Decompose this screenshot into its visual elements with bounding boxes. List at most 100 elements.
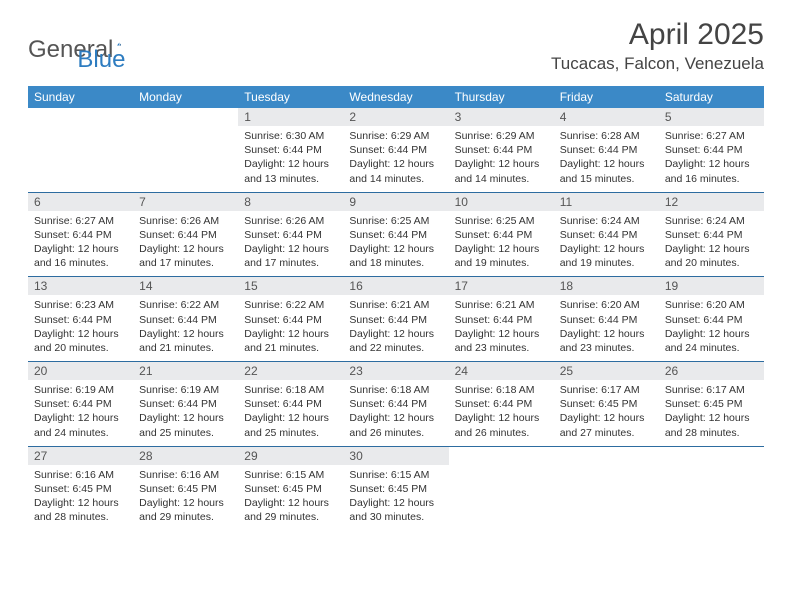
- day-detail-line: and 22 minutes.: [349, 341, 442, 355]
- day-detail-line: Sunset: 6:44 PM: [665, 228, 758, 242]
- day-detail-line: and 19 minutes.: [560, 256, 653, 270]
- day-detail-line: Daylight: 12 hours: [560, 411, 653, 425]
- day-detail-line: and 26 minutes.: [349, 426, 442, 440]
- day-detail-line: Sunset: 6:44 PM: [455, 313, 548, 327]
- day-detail-line: Daylight: 12 hours: [349, 242, 442, 256]
- day-number: 6: [28, 193, 133, 211]
- day-detail-line: and 15 minutes.: [560, 172, 653, 186]
- day-number: 9: [343, 193, 448, 211]
- calendar-cell: 24Sunrise: 6:18 AMSunset: 6:44 PMDayligh…: [449, 362, 554, 447]
- day-detail-line: and 21 minutes.: [139, 341, 232, 355]
- day-body: Sunrise: 6:25 AMSunset: 6:44 PMDaylight:…: [449, 211, 554, 277]
- calendar-cell: 30Sunrise: 6:15 AMSunset: 6:45 PMDayligh…: [343, 446, 448, 530]
- day-detail-line: Sunset: 6:44 PM: [139, 397, 232, 411]
- day-detail-line: Sunset: 6:45 PM: [139, 482, 232, 496]
- day-number: 5: [659, 108, 764, 126]
- day-detail-line: Sunrise: 6:19 AM: [139, 383, 232, 397]
- day-number: 4: [554, 108, 659, 126]
- day-detail-line: Daylight: 12 hours: [244, 327, 337, 341]
- day-detail-line: and 17 minutes.: [139, 256, 232, 270]
- logo-mark-icon: [117, 36, 121, 52]
- day-number: 22: [238, 362, 343, 380]
- day-body: Sunrise: 6:28 AMSunset: 6:44 PMDaylight:…: [554, 126, 659, 192]
- day-number: 19: [659, 277, 764, 295]
- day-detail-line: Daylight: 12 hours: [665, 242, 758, 256]
- weekday-header-row: SundayMondayTuesdayWednesdayThursdayFrid…: [28, 86, 764, 108]
- weekday-header: Thursday: [449, 86, 554, 108]
- calendar-cell: 9Sunrise: 6:25 AMSunset: 6:44 PMDaylight…: [343, 192, 448, 277]
- weekday-header: Wednesday: [343, 86, 448, 108]
- day-detail-line: and 14 minutes.: [349, 172, 442, 186]
- day-detail-line: Sunset: 6:44 PM: [455, 397, 548, 411]
- day-detail-line: Sunset: 6:44 PM: [349, 397, 442, 411]
- day-detail-line: Daylight: 12 hours: [455, 411, 548, 425]
- day-number: 10: [449, 193, 554, 211]
- day-detail-line: Daylight: 12 hours: [665, 327, 758, 341]
- day-detail-line: Sunrise: 6:28 AM: [560, 129, 653, 143]
- day-detail-line: and 25 minutes.: [139, 426, 232, 440]
- day-detail-line: Daylight: 12 hours: [455, 327, 548, 341]
- day-detail-line: Sunrise: 6:20 AM: [665, 298, 758, 312]
- day-detail-line: Sunset: 6:44 PM: [349, 143, 442, 157]
- day-body: Sunrise: 6:26 AMSunset: 6:44 PMDaylight:…: [133, 211, 238, 277]
- day-number: 29: [238, 447, 343, 465]
- day-detail-line: Sunrise: 6:24 AM: [560, 214, 653, 228]
- calendar-cell: 12Sunrise: 6:24 AMSunset: 6:44 PMDayligh…: [659, 192, 764, 277]
- day-detail-line: Daylight: 12 hours: [665, 411, 758, 425]
- day-detail-line: and 29 minutes.: [139, 510, 232, 524]
- day-body: Sunrise: 6:15 AMSunset: 6:45 PMDaylight:…: [238, 465, 343, 531]
- day-detail-line: and 16 minutes.: [34, 256, 127, 270]
- day-body: Sunrise: 6:17 AMSunset: 6:45 PMDaylight:…: [659, 380, 764, 446]
- day-detail-line: Sunset: 6:44 PM: [34, 397, 127, 411]
- day-detail-line: Daylight: 12 hours: [665, 157, 758, 171]
- day-detail-line: Daylight: 12 hours: [349, 496, 442, 510]
- calendar-cell: 5Sunrise: 6:27 AMSunset: 6:44 PMDaylight…: [659, 108, 764, 192]
- day-detail-line: and 25 minutes.: [244, 426, 337, 440]
- day-body: Sunrise: 6:24 AMSunset: 6:44 PMDaylight:…: [659, 211, 764, 277]
- day-body: Sunrise: 6:30 AMSunset: 6:44 PMDaylight:…: [238, 126, 343, 192]
- day-detail-line: Sunrise: 6:16 AM: [139, 468, 232, 482]
- day-number: 17: [449, 277, 554, 295]
- day-detail-line: Sunset: 6:44 PM: [34, 313, 127, 327]
- day-detail-line: Sunrise: 6:18 AM: [349, 383, 442, 397]
- day-detail-line: Daylight: 12 hours: [34, 242, 127, 256]
- calendar-cell: 13Sunrise: 6:23 AMSunset: 6:44 PMDayligh…: [28, 277, 133, 362]
- calendar-cell: 17Sunrise: 6:21 AMSunset: 6:44 PMDayligh…: [449, 277, 554, 362]
- day-detail-line: Sunset: 6:44 PM: [244, 313, 337, 327]
- weekday-header: Friday: [554, 86, 659, 108]
- calendar-cell: 8Sunrise: 6:26 AMSunset: 6:44 PMDaylight…: [238, 192, 343, 277]
- day-detail-line: Sunrise: 6:18 AM: [455, 383, 548, 397]
- day-detail-line: Sunrise: 6:25 AM: [349, 214, 442, 228]
- day-detail-line: Daylight: 12 hours: [139, 242, 232, 256]
- calendar-cell: 11Sunrise: 6:24 AMSunset: 6:44 PMDayligh…: [554, 192, 659, 277]
- day-detail-line: Sunrise: 6:27 AM: [34, 214, 127, 228]
- day-number: 15: [238, 277, 343, 295]
- day-detail-line: and 14 minutes.: [455, 172, 548, 186]
- day-detail-line: Sunset: 6:44 PM: [244, 143, 337, 157]
- day-detail-line: Sunset: 6:45 PM: [665, 397, 758, 411]
- calendar-cell: [28, 108, 133, 192]
- day-detail-line: Sunset: 6:44 PM: [455, 228, 548, 242]
- day-detail-line: Sunrise: 6:21 AM: [349, 298, 442, 312]
- day-body: Sunrise: 6:19 AMSunset: 6:44 PMDaylight:…: [28, 380, 133, 446]
- day-body: Sunrise: 6:22 AMSunset: 6:44 PMDaylight:…: [133, 295, 238, 361]
- calendar-cell: 22Sunrise: 6:18 AMSunset: 6:44 PMDayligh…: [238, 362, 343, 447]
- day-detail-line: Sunrise: 6:17 AM: [560, 383, 653, 397]
- day-body: Sunrise: 6:25 AMSunset: 6:44 PMDaylight:…: [343, 211, 448, 277]
- day-body: Sunrise: 6:17 AMSunset: 6:45 PMDaylight:…: [554, 380, 659, 446]
- calendar-cell: 25Sunrise: 6:17 AMSunset: 6:45 PMDayligh…: [554, 362, 659, 447]
- day-detail-line: Sunset: 6:44 PM: [560, 228, 653, 242]
- day-detail-line: and 16 minutes.: [665, 172, 758, 186]
- weekday-header: Saturday: [659, 86, 764, 108]
- calendar-cell: [133, 108, 238, 192]
- day-detail-line: Sunrise: 6:15 AM: [349, 468, 442, 482]
- calendar-cell: 14Sunrise: 6:22 AMSunset: 6:44 PMDayligh…: [133, 277, 238, 362]
- day-detail-line: Sunrise: 6:16 AM: [34, 468, 127, 482]
- day-body: Sunrise: 6:26 AMSunset: 6:44 PMDaylight:…: [238, 211, 343, 277]
- day-detail-line: Daylight: 12 hours: [34, 496, 127, 510]
- day-detail-line: Sunset: 6:44 PM: [665, 313, 758, 327]
- calendar-cell: 3Sunrise: 6:29 AMSunset: 6:44 PMDaylight…: [449, 108, 554, 192]
- day-detail-line: and 23 minutes.: [455, 341, 548, 355]
- day-detail-line: Sunset: 6:44 PM: [139, 313, 232, 327]
- day-detail-line: Daylight: 12 hours: [139, 327, 232, 341]
